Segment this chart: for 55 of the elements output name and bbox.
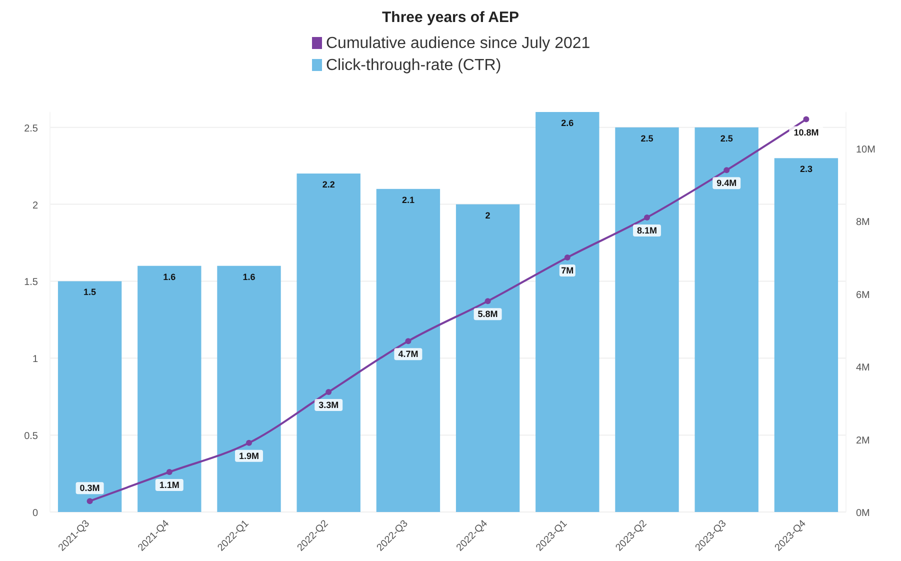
bar xyxy=(536,112,600,512)
data-label: 2.1 xyxy=(402,194,414,205)
data-label: 5.8M xyxy=(478,309,498,320)
point xyxy=(405,338,412,344)
point xyxy=(644,214,650,220)
y2-tick-label: 8M xyxy=(856,217,870,228)
point xyxy=(724,167,730,174)
y2-tick-label: 10M xyxy=(856,144,876,156)
data-label: 1.9M xyxy=(238,450,260,461)
bar xyxy=(138,266,202,512)
data-label: 2 xyxy=(485,210,490,220)
point xyxy=(484,298,491,304)
data-label: 8.1M xyxy=(636,225,658,236)
point xyxy=(166,469,172,475)
y-tick-label: 1.5 xyxy=(24,277,38,288)
data-label: 2.5 xyxy=(640,133,654,144)
point xyxy=(564,254,570,260)
bar xyxy=(774,158,838,512)
y2-tick-label: 0M xyxy=(856,508,870,519)
y2-tick-label: 2M xyxy=(856,435,870,446)
y-tick-label: 2 xyxy=(32,200,38,212)
point xyxy=(803,116,810,122)
data-label: 7M xyxy=(561,265,574,276)
data-label: 0.3M xyxy=(80,483,100,494)
data-label: 1.6 xyxy=(242,272,256,282)
y-tick-label: 0.5 xyxy=(24,431,38,442)
data-label: 10.8M xyxy=(794,127,819,138)
data-label: 2.3 xyxy=(800,164,812,174)
data-label: 2.6 xyxy=(561,118,574,128)
data-label: 1.5 xyxy=(84,287,96,298)
bar xyxy=(296,174,360,512)
bar xyxy=(694,127,758,512)
legend-label: Cumulative audience since July 2021 xyxy=(326,35,590,52)
y-tick-label: 1 xyxy=(32,354,38,366)
point xyxy=(326,389,332,395)
data-label: 3.3M xyxy=(318,400,339,410)
bar xyxy=(376,188,440,512)
bar xyxy=(615,127,679,512)
data-label: 1.1M xyxy=(159,480,180,490)
data-label: 2.5 xyxy=(720,133,733,144)
bar xyxy=(456,204,520,512)
y-tick-label: 0 xyxy=(32,508,38,519)
bar xyxy=(58,281,122,512)
data-label: 2.2 xyxy=(322,180,335,190)
point xyxy=(86,498,93,504)
y2-tick-label: 4M xyxy=(856,362,870,374)
y-tick-label: 2.5 xyxy=(24,123,38,134)
chart-title: Three years of AEP xyxy=(382,9,519,26)
legend-label: Click-through-rate (CTR) xyxy=(326,57,502,74)
y2-tick-label: 6M xyxy=(856,290,870,301)
point xyxy=(246,440,252,446)
data-label: 4.7M xyxy=(398,349,418,360)
data-label: 1.6 xyxy=(163,272,176,282)
data-label: 9.4M xyxy=(716,178,737,188)
bar xyxy=(217,266,281,512)
